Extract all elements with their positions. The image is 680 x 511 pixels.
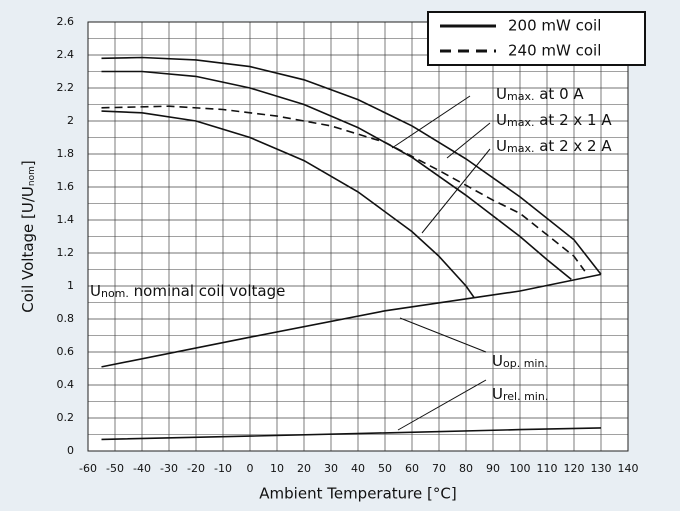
- x-tick-label: -30: [160, 462, 178, 475]
- series-line: [101, 273, 602, 368]
- x-tick-label: 20: [297, 462, 311, 475]
- x-tick-label: 0: [247, 462, 254, 475]
- x-tick-label: -20: [187, 462, 205, 475]
- annotation-rest: nominal coil voltage: [129, 282, 285, 300]
- annotation-main: U: [492, 385, 503, 403]
- leader-line: [399, 317, 487, 353]
- series-line: [101, 56, 602, 275]
- annotation-main: U: [496, 85, 507, 103]
- x-tick-label: 60: [405, 462, 419, 475]
- y-tick-label: 1.6: [57, 180, 75, 193]
- plot-border: [87, 21, 629, 452]
- y-tick-label: 1.4: [57, 213, 75, 226]
- annotation-main: U: [496, 111, 507, 129]
- y-axis-label: Coil Voltage [U/Unom]: [19, 160, 37, 313]
- annotation: Umax. at 2 x 1 A: [496, 111, 612, 130]
- annotation-sub: max.: [507, 90, 534, 103]
- y-tick-label: 1.2: [57, 246, 75, 259]
- x-tick-label: 130: [591, 462, 612, 475]
- x-tick-label: 80: [459, 462, 473, 475]
- x-tick-label: 50: [378, 462, 392, 475]
- annotation-sub: nom.: [101, 287, 129, 300]
- leader-line: [397, 379, 487, 431]
- x-axis-label: Ambient Temperature [°C]: [259, 485, 456, 503]
- annotation-sub: op. min.: [503, 357, 548, 370]
- x-tick-label: 110: [537, 462, 558, 475]
- y-tick-label: 2.6: [57, 15, 75, 28]
- series-line: [101, 427, 602, 441]
- x-tick-label: 100: [510, 462, 531, 475]
- annotation: Unom. nominal coil voltage: [90, 282, 285, 301]
- y-tick-label: 1.8: [57, 147, 75, 160]
- annotation-sub: max.: [507, 116, 534, 129]
- y-tick-label: 0.6: [57, 345, 75, 358]
- y-tick-label: 0.2: [57, 411, 75, 424]
- annotation: Urel. min.: [492, 385, 548, 404]
- y-axis-label-rest: ]: [19, 160, 37, 166]
- annotation: Umax. at 0 A: [496, 85, 584, 104]
- leader-line: [446, 122, 491, 159]
- x-tick-label: 70: [432, 462, 446, 475]
- y-tick-label: 0.4: [57, 378, 75, 391]
- x-tick-label: 10: [270, 462, 284, 475]
- legend-box: [427, 11, 646, 66]
- y-axis-label-sub: nom: [27, 166, 37, 186]
- x-tick-label: -60: [79, 462, 97, 475]
- x-tick-label: 40: [351, 462, 365, 475]
- x-tick-label: -10: [214, 462, 232, 475]
- annotation-main: U: [90, 282, 101, 300]
- annotation-sub: max.: [507, 142, 534, 155]
- x-tick-label: 30: [324, 462, 338, 475]
- x-tick-label: 120: [564, 462, 585, 475]
- legend-label: 240 mW coil: [508, 42, 601, 60]
- y-tick-label: 2: [67, 114, 74, 127]
- x-tick-label: 90: [486, 462, 500, 475]
- series-line: [101, 105, 586, 272]
- leader-line: [391, 95, 471, 149]
- x-tick-label: 140: [618, 462, 639, 475]
- x-tick-label: -50: [106, 462, 124, 475]
- legend-label: 200 mW coil: [508, 17, 601, 35]
- y-tick-label: 0.8: [57, 312, 75, 325]
- y-tick-label: 1: [67, 279, 74, 292]
- annotation-rest: at 2 x 2 A: [534, 137, 612, 155]
- annotation-main: U: [492, 352, 503, 370]
- x-tick-label: -40: [133, 462, 151, 475]
- annotation-rest: at 0 A: [534, 85, 584, 103]
- y-tick-label: 2.2: [57, 81, 75, 94]
- annotation: Uop. min.: [492, 352, 548, 371]
- series-line: [101, 110, 475, 299]
- y-tick-label: 0: [67, 444, 74, 457]
- y-tick-label: 2.4: [57, 48, 75, 61]
- y-axis-label-main: Coil Voltage [U/U: [19, 186, 37, 313]
- series-line: [101, 70, 572, 281]
- annotation-sub: rel. min.: [503, 390, 548, 403]
- annotation-rest: at 2 x 1 A: [534, 111, 612, 129]
- leader-line: [421, 148, 491, 234]
- annotation-main: U: [496, 137, 507, 155]
- annotation: Umax. at 2 x 2 A: [496, 137, 612, 156]
